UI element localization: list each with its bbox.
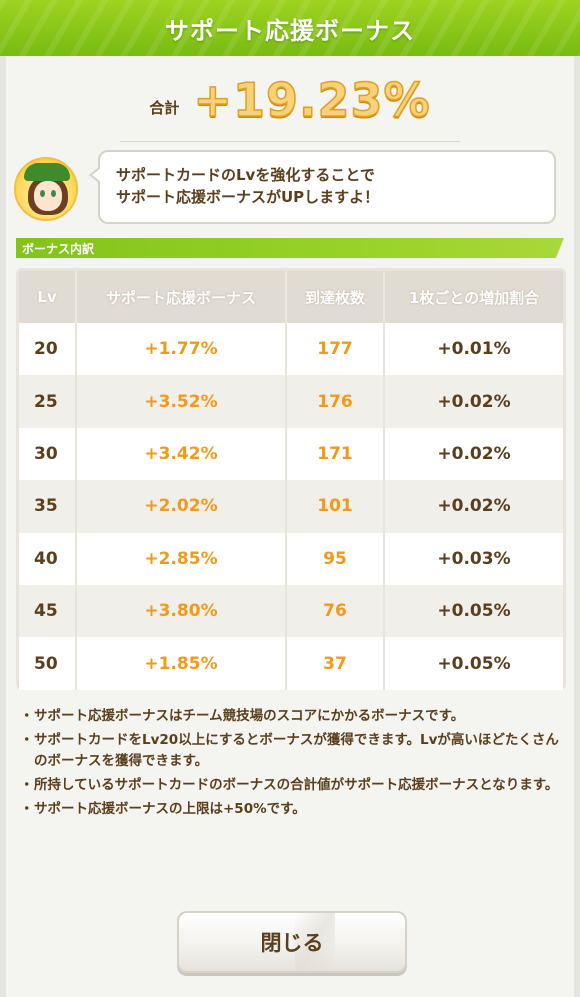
cell-lv: 50 [19, 637, 77, 690]
note-text: サポート応援ボーナスはチーム競技場のスコアにかかるボーナスです。 [34, 708, 465, 724]
cell-bonus: +1.85% [77, 637, 287, 690]
cell-count: 76 [287, 584, 385, 638]
cell-count: 177 [287, 323, 385, 376]
close-button-label: 閉じる [260, 931, 324, 955]
cell-bonus: +3.52% [77, 375, 287, 428]
column-header-count: 到達枚数 [287, 271, 385, 323]
cell-bonus: +3.42% [77, 427, 287, 481]
note-bullet: ・ [20, 732, 34, 748]
dialog-header: サポート応援ボーナス [0, 0, 580, 56]
column-header-rate: 1枚ごとの増加割合 [385, 271, 563, 323]
note-bullet: ・ [20, 801, 34, 817]
cell-lv: 45 [19, 584, 77, 638]
note-bullet: ・ [20, 708, 34, 724]
cell-lv: 35 [19, 480, 77, 533]
cell-rate: +0.03% [385, 532, 563, 585]
close-button[interactable]: 閉じる [177, 911, 407, 973]
cell-lv: 20 [19, 323, 77, 376]
cell-count: 171 [287, 427, 385, 481]
cell-rate: +0.05% [385, 637, 563, 690]
cell-bonus: +1.77% [77, 323, 287, 376]
character-avatar [14, 157, 78, 221]
note-text: 所持しているサポートカードのボーナスの合計値がサポート応援ボーナスとなります。 [34, 777, 559, 793]
note-item: ・ サポート応援ボーナスはチーム競技場のスコアにかかるボーナスです。 [20, 706, 560, 727]
cell-lv: 40 [19, 532, 77, 585]
bonus-table: Lv サポート応援ボーナス 到達枚数 1枚ごとの増加割合 20 +1.77% 1… [19, 271, 563, 690]
speech-line-2: サポート応援ボーナスがUPしますよ！ [116, 188, 380, 206]
section-title: ボーナス内訳 [22, 241, 95, 256]
cell-rate: +0.02% [385, 427, 563, 481]
note-item: ・ サポート応援ボーナスの上限は+50%です。 [20, 799, 560, 820]
notes-list: ・ サポート応援ボーナスはチーム競技場のスコアにかかるボーナスです。 ・ サポー… [20, 706, 560, 823]
note-item: ・ サポートカードをLv20以上にするとボーナスが獲得できます。Lvが高いほどた… [20, 730, 560, 772]
bonus-table-container: Lv サポート応援ボーナス 到達枚数 1枚ごとの増加割合 20 +1.77% 1… [16, 268, 566, 690]
cell-bonus: +3.80% [77, 584, 287, 638]
table-row: 25 +3.52% 176 +0.02% [19, 375, 563, 428]
speech-line-1: サポートカードのLvを強化することで [116, 166, 375, 184]
table-row: 35 +2.02% 101 +0.02% [19, 480, 563, 533]
column-header-lv: Lv [19, 271, 77, 323]
total-value: +19.23% [193, 72, 431, 128]
cell-count: 95 [287, 532, 385, 585]
note-text: サポートカードをLv20以上にするとボーナスが獲得できます。Lvが高いほどたくさ… [34, 732, 559, 769]
cell-count: 37 [287, 637, 385, 690]
cell-bonus: +2.85% [77, 532, 287, 585]
cell-rate: +0.05% [385, 584, 563, 638]
note-item: ・ 所持しているサポートカードのボーナスの合計値がサポート応援ボーナスとなります… [20, 775, 560, 796]
total-divider [120, 141, 460, 142]
cell-count: 101 [287, 480, 385, 533]
cell-rate: +0.02% [385, 480, 563, 533]
cell-lv: 25 [19, 375, 77, 428]
note-bullet: ・ [20, 777, 34, 793]
section-header: ボーナス内訳 [16, 238, 564, 258]
speech-bubble: サポートカードのLvを強化することで サポート応援ボーナスがUPしますよ！ [89, 150, 556, 224]
total-bonus-row: 合計 +19.23% [0, 70, 580, 130]
dialog-border-right [574, 56, 580, 997]
column-header-bonus: サポート応援ボーナス [77, 271, 287, 323]
cell-bonus: +2.02% [77, 480, 287, 533]
table-row: 45 +3.80% 76 +0.05% [19, 584, 563, 638]
table-row: 50 +1.85% 37 +0.05% [19, 637, 563, 690]
table-row: 30 +3.42% 171 +0.02% [19, 427, 563, 481]
table-row: 20 +1.77% 177 +0.01% [19, 323, 563, 376]
cell-rate: +0.02% [385, 375, 563, 428]
cell-count: 176 [287, 375, 385, 428]
total-label: 合計 [149, 98, 180, 117]
table-row: 40 +2.85% 95 +0.03% [19, 532, 563, 585]
dialog-border-left [0, 56, 6, 997]
dialog-title: サポート応援ボーナス [165, 16, 415, 45]
table-header-row: Lv サポート応援ボーナス 到達枚数 1枚ごとの増加割合 [19, 271, 563, 323]
cell-lv: 30 [19, 427, 77, 481]
note-text: サポート応援ボーナスの上限は+50%です。 [34, 801, 306, 817]
cell-rate: +0.01% [385, 323, 563, 376]
